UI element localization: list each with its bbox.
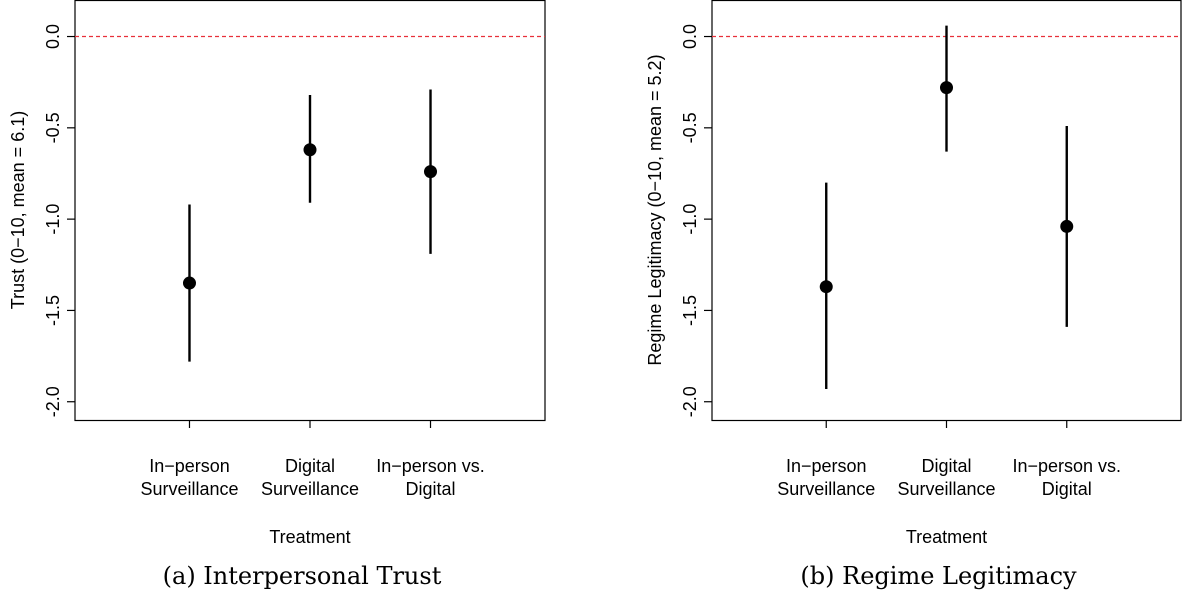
x-tick-label: Surveillance [777, 479, 875, 499]
x-tick-label: Surveillance [897, 479, 995, 499]
x-tick-label: In−person [786, 456, 867, 476]
x-tick-label: Digital [285, 456, 335, 476]
y-tick-label: -1.0 [43, 204, 63, 235]
y-tick-label: -0.5 [43, 112, 63, 143]
point-estimate [1060, 219, 1074, 233]
x-tick-label: Digital [405, 479, 455, 499]
y-axis-label: Trust (0−10, mean = 6.1) [8, 111, 28, 309]
y-tick-label: -2.0 [43, 386, 63, 417]
panel-caption: (b) Regime Legitimacy [800, 562, 1077, 590]
point-estimate [303, 143, 317, 157]
x-tick-label: In−person vs. [376, 456, 485, 476]
x-tick-label: Digital [921, 456, 971, 476]
y-tick-label: -2.0 [680, 386, 700, 417]
x-tick-label: In−person [149, 456, 230, 476]
point-estimate [182, 276, 196, 290]
x-tick-label: In−person vs. [1012, 456, 1121, 476]
y-axis-label: Regime Legitimacy (0−10, mean = 5.2) [645, 54, 665, 365]
y-tick-label: -1.5 [43, 295, 63, 326]
y-tick-label: 0.0 [680, 24, 700, 49]
y-tick-label: -1.5 [680, 295, 700, 326]
panel-interpersonal-trust: 0.0 -0.5 -1.0 -1.5 -2.0 Trust (0−10, mean = 6… [8, 0, 546, 590]
point-estimate [424, 165, 438, 179]
panel-caption: (a) Interpersonal Trust [163, 562, 442, 590]
y-tick-label: 0.0 [43, 24, 63, 49]
x-tick-label: Surveillance [261, 479, 359, 499]
point-estimate [940, 81, 953, 95]
point-estimate [819, 280, 833, 294]
y-tick-label: -0.5 [680, 112, 700, 143]
y-tick-label: -1.0 [680, 204, 700, 235]
x-axis-label: Treatment [269, 527, 350, 547]
x-tick-label: Surveillance [140, 479, 238, 499]
plot-frame [74, 0, 546, 422]
panel-regime-legitimacy: 0.0 -0.5 -1.0 -1.5 -2.0 Regime Legitimacy (0−… [645, 0, 1182, 590]
x-tick-label: Digital [1042, 479, 1092, 499]
x-axis-label: Treatment [906, 527, 987, 547]
